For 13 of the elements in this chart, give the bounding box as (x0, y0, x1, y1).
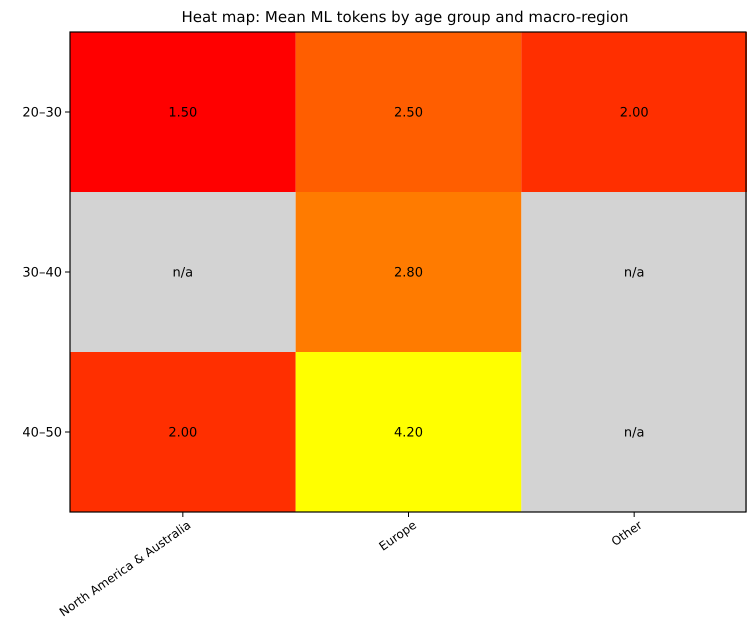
data-label: 2.50 (394, 106, 423, 121)
text: n/a (172, 266, 194, 281)
y-tick-label: 30–40 (22, 266, 62, 281)
text: n/a (624, 266, 644, 281)
y-tick-label: 40–50 (22, 426, 62, 441)
data-label: 2.00 (168, 426, 198, 441)
data-label: 4.20 (394, 426, 423, 441)
data-label: 2.80 (394, 266, 423, 281)
chart-title: Heat map: Mean ML tokens by age group and macro-region (181, 8, 629, 26)
y-tick-label: 20–30 (22, 106, 62, 121)
data-label: 1.50 (168, 106, 198, 121)
text: n/a (624, 426, 644, 441)
data-label: 2.00 (620, 106, 649, 121)
